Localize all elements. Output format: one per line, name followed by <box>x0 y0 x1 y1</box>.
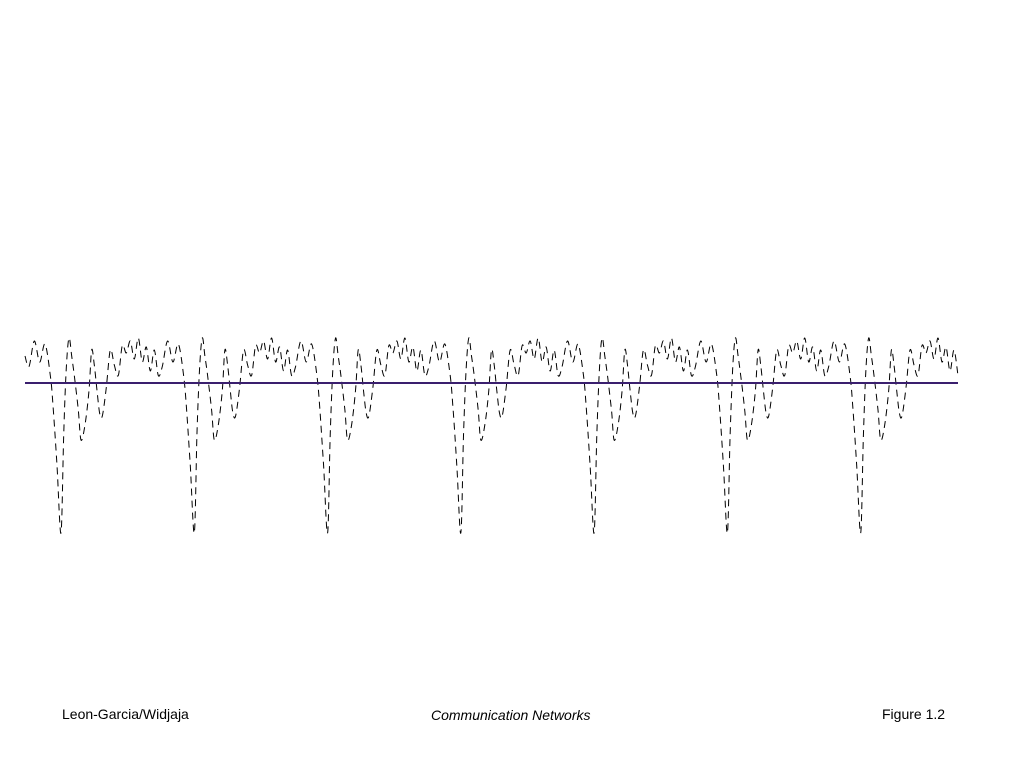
figure-number-label: Figure 1.2 <box>882 706 946 722</box>
author-label: Leon-Garcia/Widjaja <box>62 706 189 722</box>
dashed-waveform-series <box>24 337 959 534</box>
series-group <box>24 337 959 534</box>
book-title-label: Communication Networks <box>431 707 591 723</box>
